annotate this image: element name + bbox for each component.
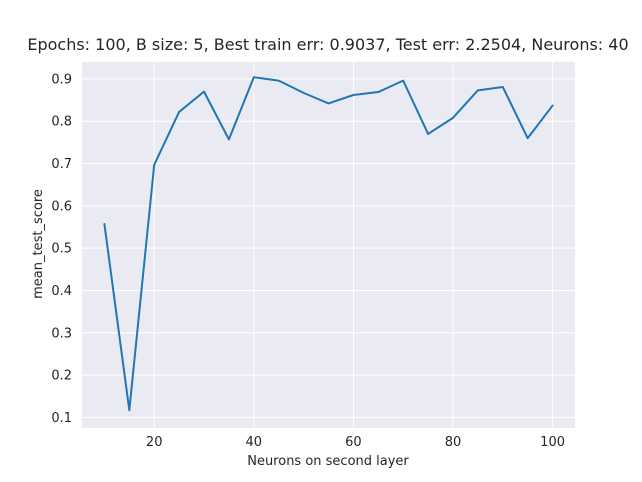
- x-tick-label: 80: [445, 435, 462, 450]
- y-tick-labels: 0.1 0.2 0.3 0.4 0.5 0.6 0.7 0.8 0.9: [51, 72, 72, 425]
- y-axis-label: mean_test_score: [31, 189, 46, 299]
- y-tick-label: 0.5: [51, 242, 72, 257]
- x-tick-label: 100: [540, 435, 565, 450]
- x-tick-label: 60: [345, 435, 362, 450]
- x-tick-label: 40: [246, 435, 263, 450]
- x-tick-labels: 20 40 60 80 100: [146, 435, 565, 450]
- series-line: [103, 76, 554, 412]
- y-tick-label: 0.9: [51, 72, 72, 87]
- y-tick-label: 0.4: [51, 284, 72, 299]
- y-tick-label: 0.3: [51, 326, 72, 341]
- y-gridlines: [82, 78, 575, 418]
- y-tick-label: 0.1: [51, 411, 72, 426]
- x-axis-label: Neurons on second layer: [247, 454, 409, 469]
- chart-title: Epochs: 100, B size: 5, Best train err: …: [27, 35, 628, 54]
- y-tick-label: 0.2: [51, 369, 72, 384]
- y-tick-label: 0.6: [51, 199, 72, 214]
- x-tick-label: 20: [146, 435, 163, 450]
- y-tick-label: 0.8: [51, 115, 72, 130]
- y-tick-label: 0.7: [51, 157, 72, 172]
- series-layer: [103, 76, 554, 412]
- x-gridlines: [153, 62, 554, 428]
- plot-area: [82, 62, 575, 428]
